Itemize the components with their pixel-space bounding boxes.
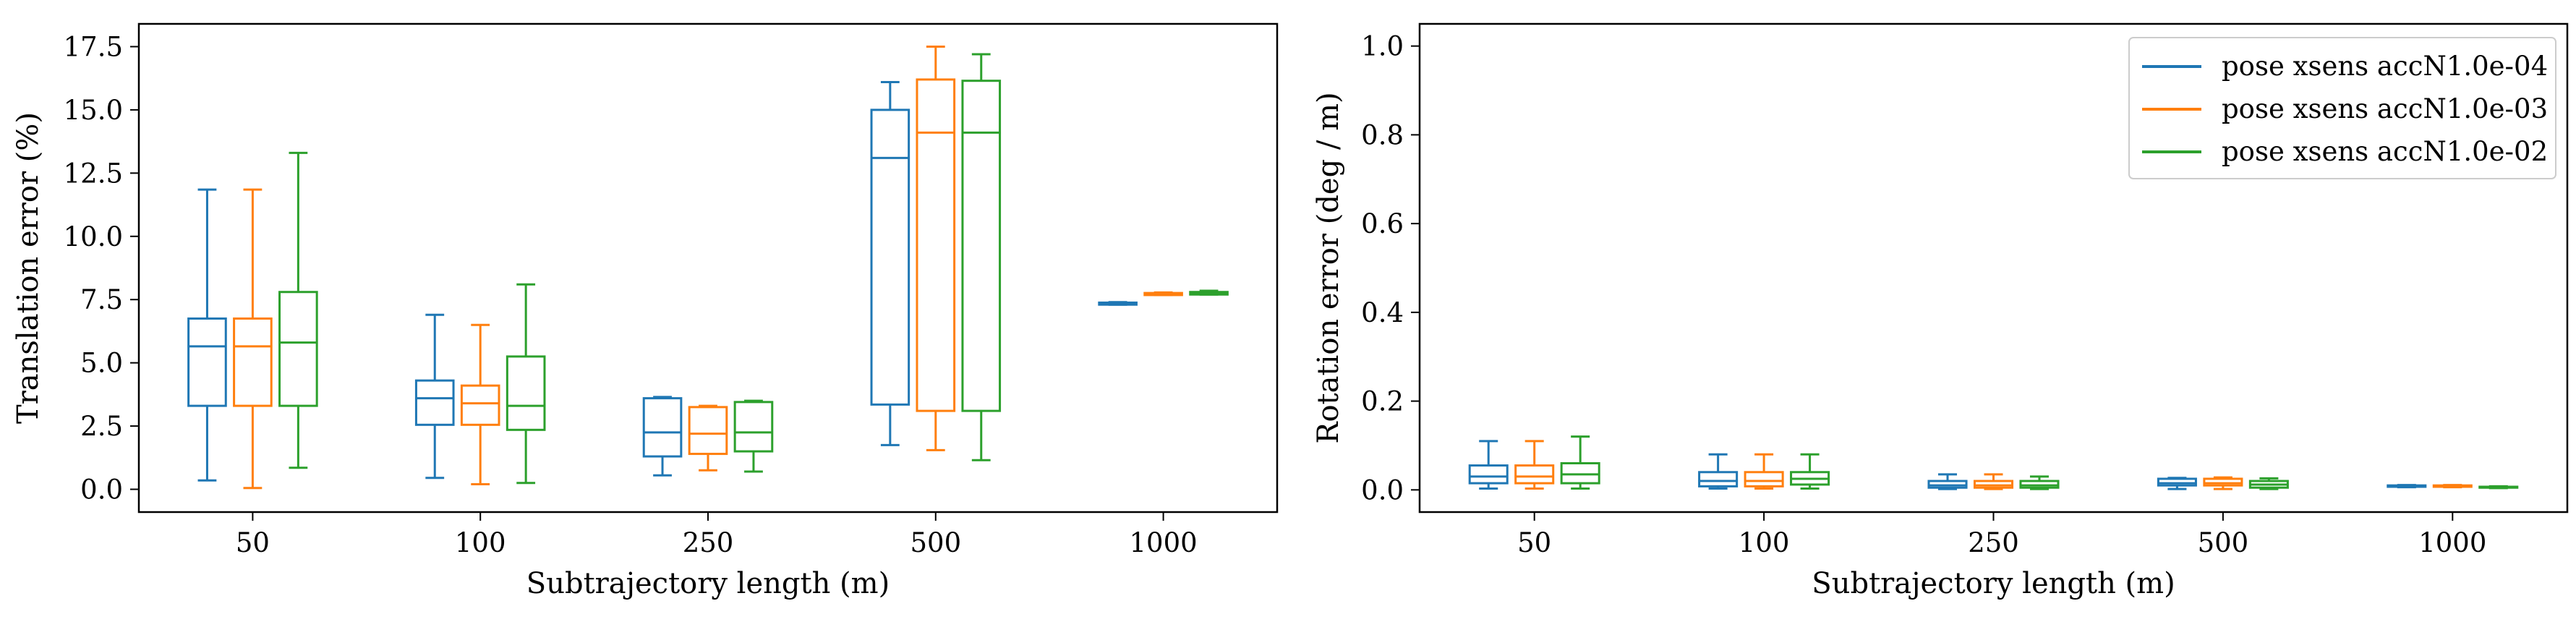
box-body [961, 80, 1002, 412]
box-1000-series-2 [1189, 289, 1229, 296]
box-body [187, 317, 227, 407]
box-100-series-2 [506, 283, 546, 485]
box-body [1468, 464, 1509, 485]
y-tick-label: 12.5 [64, 158, 123, 189]
box-body [642, 397, 683, 458]
box-body [460, 384, 500, 426]
box-1000-series-0 [1098, 301, 1138, 306]
series-1-2 [1560, 435, 2519, 490]
y-tick-label: 17.5 [64, 31, 123, 62]
series-1-0 [1468, 440, 2427, 490]
box-50-series-1 [233, 188, 273, 490]
x-tick-label: 50 [1517, 527, 1551, 558]
x-tick-label: 500 [2198, 527, 2249, 558]
box-body [1514, 464, 1555, 485]
box-100-series-1 [460, 323, 500, 486]
y-tick-label: 7.5 [80, 284, 123, 315]
box-body [870, 108, 910, 406]
series-1-1 [1514, 440, 2473, 490]
y-tick-label: 0.4 [1361, 297, 1404, 328]
box-1000-series-0 [2387, 484, 2427, 489]
y-tick-label: 15.0 [64, 95, 123, 126]
y-axis-label: Translation error (%) [12, 112, 45, 424]
box-body [233, 317, 273, 407]
box-body [1560, 462, 1600, 485]
box-body [278, 291, 318, 407]
box-body [1973, 480, 2014, 489]
box-250-series-2 [2019, 475, 2060, 490]
box-body [916, 78, 956, 412]
legend-entry: pose xsens accN1.0e-03 [2222, 93, 2548, 124]
box-250-series-0 [642, 396, 683, 477]
box-body [733, 401, 774, 453]
translation-error-panel: 0.0 2.5 5.0 7.5 10.0 12.5 15.0 17.5 50 100 250 500 1… [12, 22, 1279, 600]
x-tick-label: 1000 [1130, 527, 1198, 558]
axes-frame [137, 22, 1279, 514]
y-tick-label: 0.0 [1361, 474, 1404, 506]
box-body [414, 379, 455, 426]
box-50-series-2 [1560, 435, 1600, 490]
box-100-series-1 [1744, 453, 1784, 490]
series-0-0 [187, 80, 1138, 482]
y-tick-label: 0.2 [1361, 386, 1404, 417]
box-50-series-0 [1468, 440, 1509, 490]
y-tick-label: 0.8 [1361, 119, 1404, 150]
box-1000-series-2 [2478, 485, 2519, 490]
box-250-series-2 [733, 399, 774, 473]
box-body [1927, 480, 1968, 489]
box-50-series-0 [187, 188, 227, 482]
x-tick-label: 500 [910, 527, 961, 558]
legend-entry: pose xsens accN1.0e-04 [2222, 51, 2548, 82]
box-500-series-0 [2157, 477, 2197, 490]
y-axis-label: Rotation error (deg / m) [1312, 92, 1345, 443]
box-500-series-1 [2203, 476, 2243, 490]
box-body [2203, 477, 2243, 487]
box-250-series-1 [688, 404, 728, 472]
box-body [1698, 471, 1739, 487]
box-body [506, 355, 546, 431]
box-body [2019, 480, 2060, 489]
y-tick-label: 1.0 [1361, 31, 1404, 62]
y-tick-label: 5.0 [80, 348, 123, 379]
rotation-error-panel: 0.0 0.2 0.4 0.6 0.8 1.0 50 100 250 500 1000 Subtraj… [1312, 22, 2569, 600]
box-100-series-0 [414, 313, 455, 480]
box-500-series-0 [870, 80, 910, 446]
x-tick-label: 100 [455, 527, 506, 558]
box-body [688, 406, 728, 456]
x-tick-label: 50 [236, 527, 270, 558]
legend-entry: pose xsens accN1.0e-02 [2222, 136, 2548, 167]
x-tick-label: 1000 [2418, 527, 2486, 558]
box-250-series-1 [1973, 473, 2014, 490]
y-tick-label: 0.6 [1361, 208, 1404, 239]
box-1000-series-1 [2432, 484, 2473, 489]
legend: pose xsens accN1.0e-04 pose xsens accN1.0… [2128, 37, 2556, 179]
x-tick-label: 250 [683, 527, 734, 558]
box-1000-series-1 [1143, 291, 1183, 297]
box-body [1744, 471, 1784, 487]
box-body [2157, 477, 2197, 487]
x-tick-label: 250 [1968, 527, 2019, 558]
box-50-series-2 [278, 151, 318, 469]
y-tick-label: 0.0 [80, 474, 123, 506]
box-50-series-1 [1514, 440, 1555, 490]
box-500-series-2 [2248, 477, 2289, 490]
y-tick-label: 2.5 [80, 411, 123, 442]
legend-frame [2128, 37, 2556, 179]
box-100-series-0 [1698, 453, 1739, 490]
box-500-series-1 [916, 45, 956, 451]
box-250-series-0 [1927, 473, 1968, 490]
x-axis-label: Subtrajectory length (m) [526, 567, 890, 600]
y-tick-label: 10.0 [64, 221, 123, 252]
series-0-2 [278, 53, 1229, 485]
x-axis-label: Subtrajectory length (m) [1812, 567, 2175, 600]
x-tick-label: 100 [1739, 527, 1790, 558]
box-500-series-2 [961, 53, 1002, 461]
box-100-series-2 [1790, 453, 1830, 490]
series-0-1 [233, 45, 1183, 490]
